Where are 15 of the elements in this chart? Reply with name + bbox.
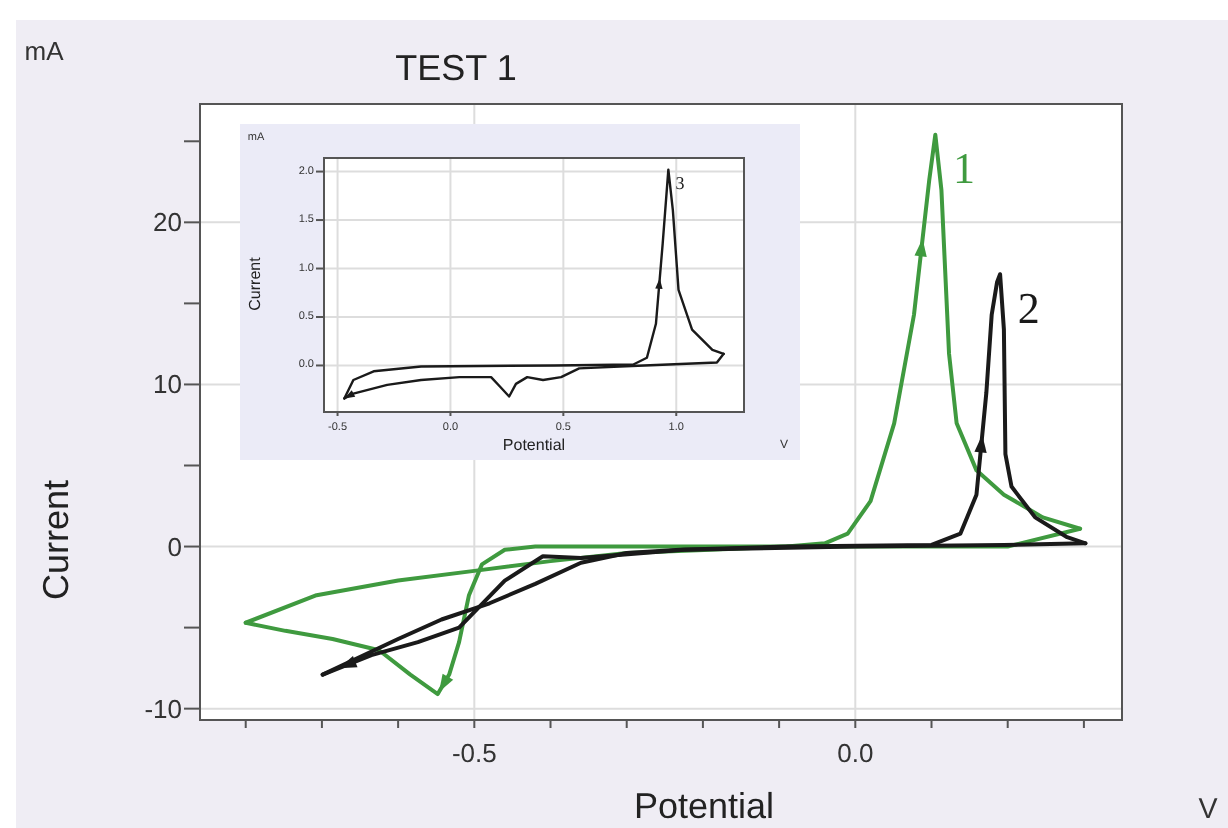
chart-title: TEST 1 bbox=[395, 48, 517, 88]
y-axis-title: Current bbox=[246, 255, 264, 311]
y-tick-label: -10 bbox=[144, 693, 182, 724]
y-axis-title: Current bbox=[36, 479, 76, 601]
y-tick-label: 0 bbox=[167, 531, 182, 562]
series-label: 1 bbox=[952, 143, 975, 194]
series-label: 3 bbox=[675, 173, 686, 194]
y-tick-label: 20 bbox=[153, 207, 182, 238]
x-axis-title: Potential bbox=[633, 786, 775, 826]
x-tick-label: -0.5 bbox=[451, 737, 497, 768]
text: mA bbox=[24, 36, 65, 66]
text: V bbox=[1198, 794, 1219, 826]
series-label: 2 bbox=[1017, 282, 1040, 333]
y-tick-label: 10 bbox=[153, 369, 182, 400]
x-axis-title: Potential bbox=[502, 436, 566, 454]
